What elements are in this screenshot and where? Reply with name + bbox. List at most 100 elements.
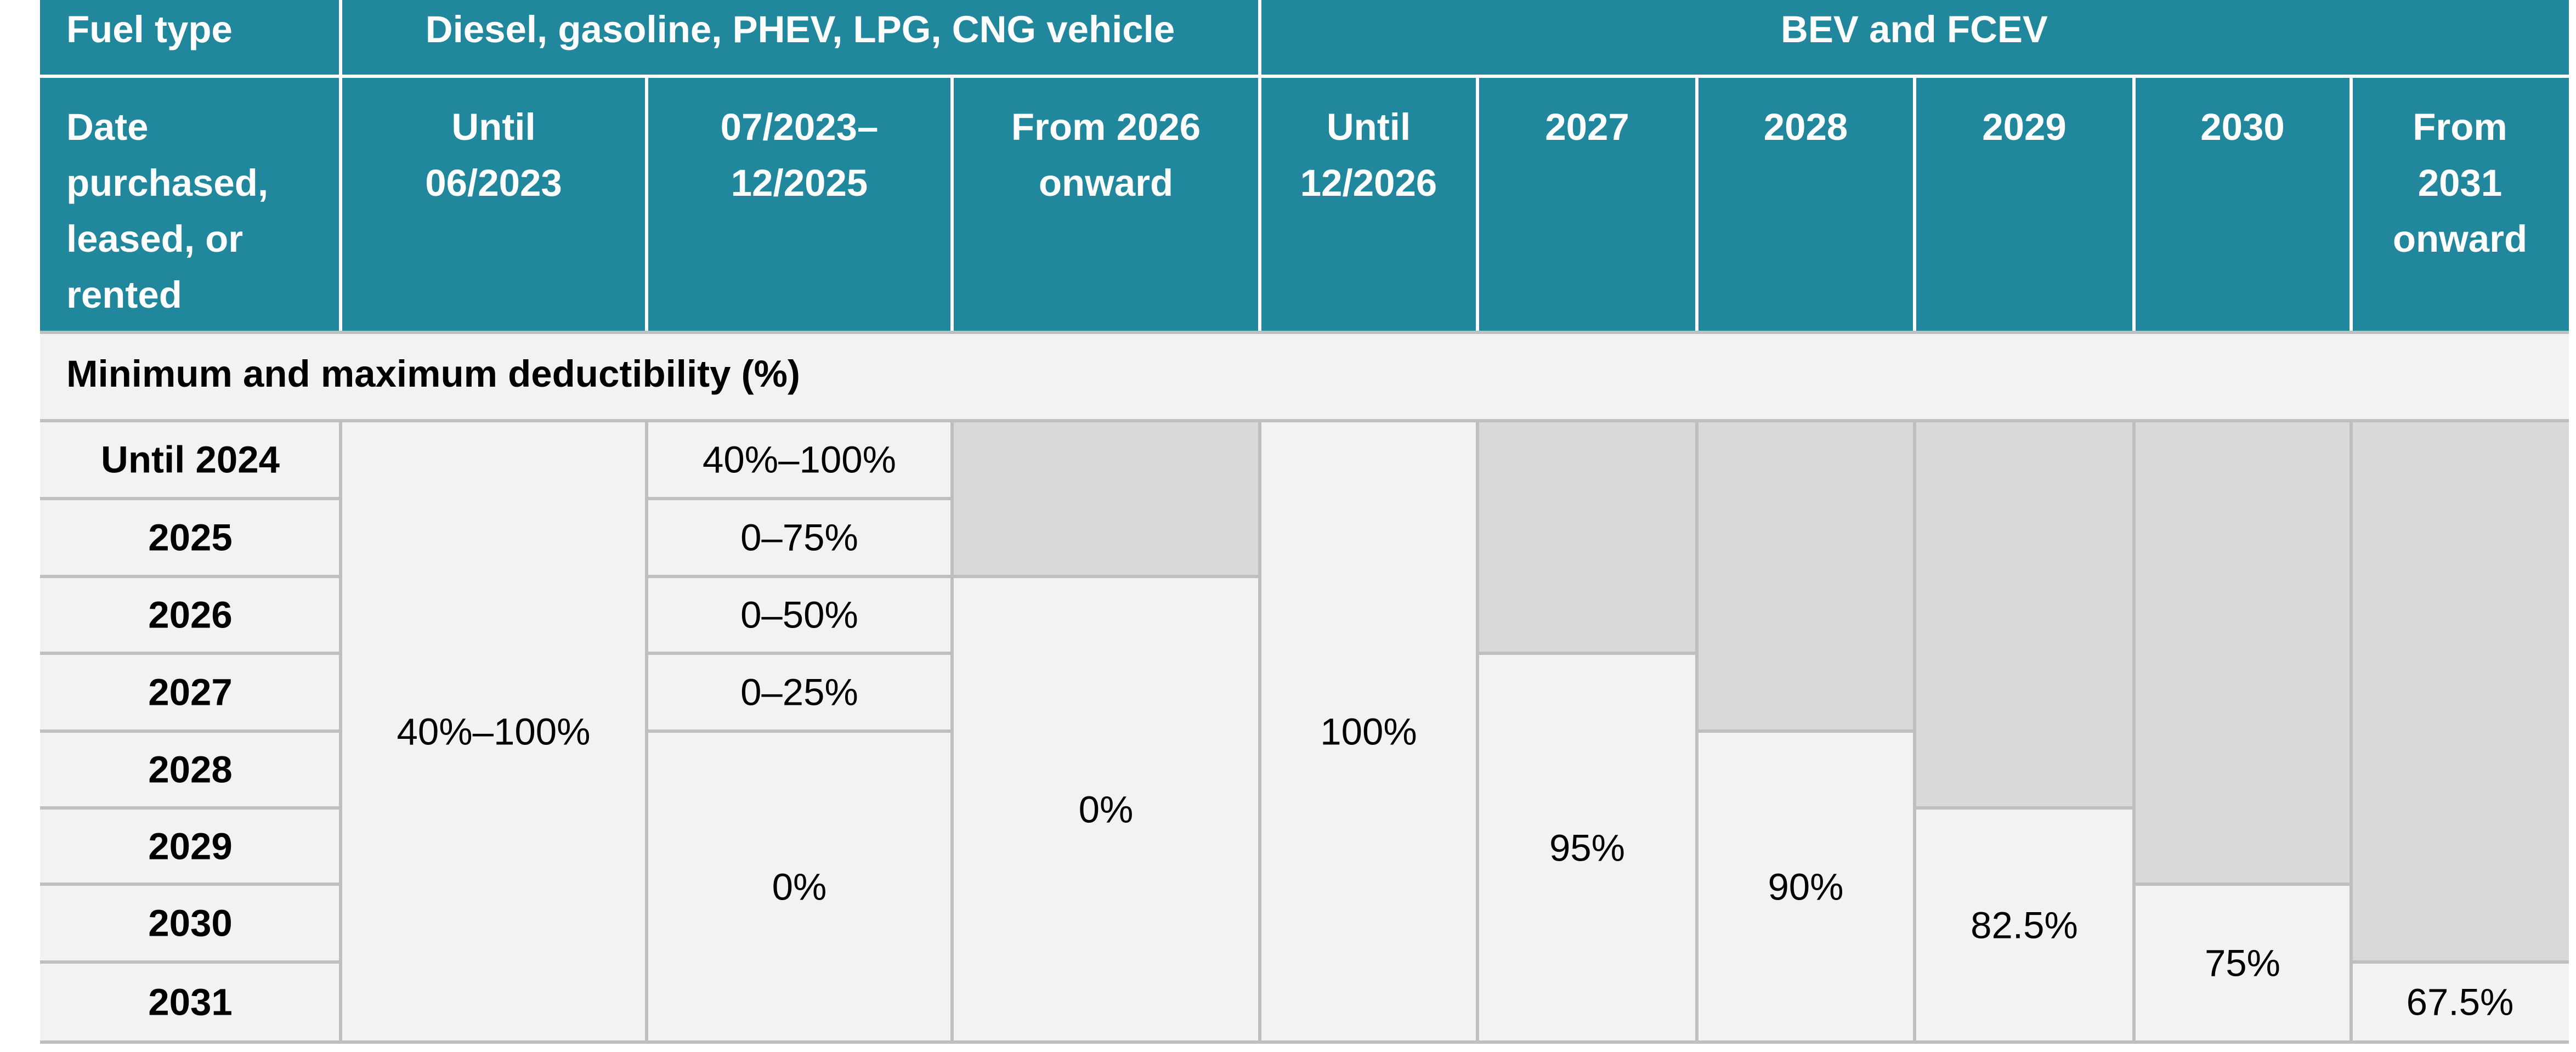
- table-header: [40, 0, 2569, 332]
- header-fuel-type-label: Fuel type: [66, 8, 233, 50]
- row-label: Until 2024: [40, 421, 341, 499]
- row-label-text: 2029: [148, 825, 233, 867]
- data-cell: 0–50%: [647, 576, 952, 653]
- header-column-text-line: 2029: [1982, 106, 2067, 148]
- header-column-text: 2028: [1697, 99, 1915, 155]
- data-cell-value: 40%–100%: [703, 438, 896, 481]
- header-column-text-line: 2030: [2200, 106, 2285, 148]
- header-column-text: From 2031 onward: [2351, 99, 2569, 267]
- header-column-text-line: 07/2023–: [720, 106, 879, 148]
- data-cell: 0%: [647, 731, 952, 1042]
- data-cell-value: 82.5%: [1971, 904, 2078, 946]
- header-column: 2028: [1697, 76, 1915, 332]
- data-cell-value: 0%: [772, 866, 827, 908]
- header-column-text: Until 12/2026: [1260, 99, 1477, 211]
- grid-line: [645, 76, 648, 332]
- grid-line: [40, 729, 341, 733]
- header-column-text: 2029: [1915, 99, 2134, 155]
- row-label-text: Until 2024: [101, 438, 280, 481]
- grid-line: [40, 960, 341, 964]
- section-band: Minimum and maximum deductibility (%): [40, 332, 2569, 421]
- grid-line: [647, 652, 952, 655]
- grid-line: [1913, 76, 1916, 332]
- grid-line: [40, 883, 341, 886]
- grid-line: [647, 729, 952, 733]
- grid-line: [952, 575, 1260, 578]
- data-cell: 95%: [1477, 653, 1697, 1042]
- data-cell: 90%: [1697, 731, 1915, 1042]
- row-label: 2029: [40, 808, 341, 884]
- grid-line: [40, 575, 341, 578]
- header-column-text: 07/2023– 12/2025: [647, 99, 952, 211]
- grid-line: [1476, 421, 1479, 1042]
- header-column-text-line: 06/2023: [425, 162, 562, 204]
- header-column-text-line: 2027: [1545, 106, 1629, 148]
- header-fuel-type: Fuel type: [40, 0, 341, 76]
- data-cell: 0%: [952, 576, 1260, 1042]
- grid-line: [40, 75, 2569, 78]
- data-cell: 100%: [1260, 421, 1477, 1042]
- shaded-not-applicable: [952, 421, 1260, 576]
- header-column: Until 12/2026: [1260, 76, 1477, 332]
- grid-line: [40, 331, 2569, 334]
- row-label-text: 2030: [148, 902, 233, 944]
- header-column: 2030: [2134, 76, 2351, 332]
- grid-line: [2349, 76, 2353, 332]
- grid-line: [2349, 421, 2353, 1042]
- row-label: 2026: [40, 576, 341, 653]
- body-column-bg: [341, 421, 647, 1042]
- header-group-ice: Diesel, gasoline, PHEV, LPG, CNG vehicle: [341, 0, 1260, 76]
- data-cell: 75%: [2134, 884, 2351, 1042]
- row-label: 2030: [40, 884, 341, 962]
- data-cell-value: 67.5%: [2406, 981, 2514, 1023]
- data-cell: 40%–100%: [647, 421, 952, 499]
- header-column-text-line: From: [2413, 106, 2507, 148]
- header-column-text: Until 06/2023: [341, 99, 647, 211]
- header-column-text-line: 12/2025: [731, 162, 868, 204]
- grid-line: [1476, 76, 1479, 332]
- grid-line: [339, 0, 342, 332]
- row-label: 2031: [40, 962, 341, 1042]
- header-group-ev: BEV and FCEV: [1260, 0, 2569, 76]
- header-group-ice-label: Diesel, gasoline, PHEV, LPG, CNG vehicle: [425, 8, 1175, 50]
- data-cell-value: 0–75%: [740, 516, 858, 559]
- header-date-label-text-line: Date: [66, 106, 149, 148]
- row-label-text: 2028: [148, 748, 233, 791]
- data-cell-value: 75%: [2204, 942, 2281, 985]
- header-date-label: Date purchased, leased, or rented: [40, 76, 341, 332]
- data-cell-value: 0%: [1078, 788, 1134, 830]
- header-column: 2029: [1915, 76, 2134, 332]
- header-date-label-text: Date purchased, leased, or rented: [40, 99, 341, 323]
- grid-line: [339, 421, 342, 1042]
- data-cell: 40%–100%: [341, 421, 647, 1042]
- data-cell: 67.5%: [2351, 962, 2569, 1042]
- row-label-text: 2026: [148, 593, 233, 636]
- data-cell: 0–75%: [647, 499, 952, 576]
- header-column-text: From 2026 onward: [952, 99, 1260, 211]
- grid-line: [2134, 883, 2351, 886]
- data-cell-value: 95%: [1549, 827, 1626, 869]
- grid-line: [1915, 806, 2134, 810]
- grid-line: [950, 76, 954, 332]
- grid-line: [647, 497, 952, 500]
- data-cell-value: 0–50%: [740, 593, 858, 636]
- row-label-text: 2025: [148, 516, 233, 559]
- row-label: 2025: [40, 499, 341, 576]
- data-cell-value: 90%: [1768, 866, 1844, 908]
- grid-line: [1695, 76, 1699, 332]
- data-cell-value: 0–25%: [740, 671, 858, 714]
- row-label-text: 2027: [148, 671, 233, 714]
- grid-line: [1697, 729, 1915, 733]
- header-column-text: 2030: [2134, 99, 2351, 155]
- grid-line: [40, 652, 341, 655]
- header-group-ev-label: BEV and FCEV: [1781, 8, 2048, 50]
- row-label: 2028: [40, 731, 341, 808]
- data-cell-value: 100%: [1320, 710, 1417, 753]
- shaded-not-applicable: [2134, 421, 2351, 884]
- grid-line: [2351, 960, 2569, 964]
- grid-line: [1477, 652, 1697, 655]
- grid-line: [2132, 76, 2136, 332]
- grid-line: [1913, 421, 1916, 1042]
- grid-line: [647, 575, 952, 578]
